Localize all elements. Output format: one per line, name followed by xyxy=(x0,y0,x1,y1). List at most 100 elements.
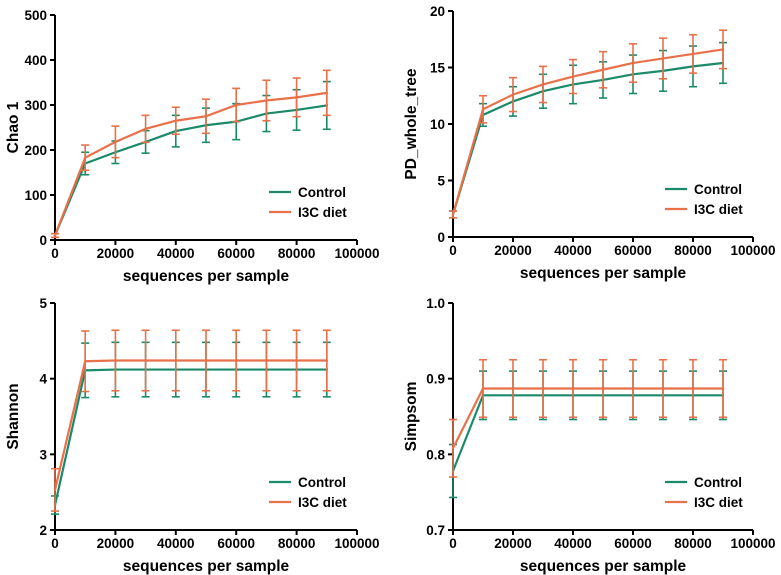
y-axis-label: Shannon xyxy=(5,383,22,449)
y-tick-label: 3 xyxy=(39,447,47,462)
y-tick-label: 5 xyxy=(39,296,47,311)
data-point xyxy=(144,127,147,131)
x-tick-label: 100000 xyxy=(334,536,379,551)
y-tick-label: 300 xyxy=(24,98,47,113)
y-tick-label: 0.8 xyxy=(426,447,445,462)
x-tick-label: 40000 xyxy=(554,243,592,258)
y-tick-label: 1.0 xyxy=(426,296,445,311)
data-point xyxy=(571,387,575,390)
data-point xyxy=(174,359,177,362)
y-tick-label: 0.9 xyxy=(426,372,445,387)
y-tick-label: 200 xyxy=(24,143,47,158)
legend-label: I3C diet xyxy=(298,495,347,510)
y-tick-label: 100 xyxy=(24,188,47,203)
y-tick-label: 15 xyxy=(430,61,446,76)
data-point xyxy=(53,488,57,492)
x-tick-label: 60000 xyxy=(614,243,652,258)
series-i3c-diet xyxy=(51,69,331,239)
data-point xyxy=(174,119,177,122)
x-tick-label: 0 xyxy=(51,246,59,261)
series-control xyxy=(51,341,331,515)
x-axis-label: sequences per sample xyxy=(520,558,687,575)
y-tick-label: 500 xyxy=(24,8,47,23)
chart-panel-pd-whole-tree: 0 20000 40000 60000 80000 100000 0 5 10 15 20 seque… xyxy=(403,4,776,282)
legend-label: Control xyxy=(694,182,742,197)
series-line-control xyxy=(53,368,327,506)
data-point xyxy=(661,387,665,390)
data-point xyxy=(721,48,725,51)
series-i3c-diet xyxy=(449,358,727,478)
series-line-control xyxy=(451,394,723,472)
series-line-i3c-diet xyxy=(452,387,723,449)
data-point xyxy=(265,359,268,362)
legend-label: Control xyxy=(298,475,346,490)
data-point xyxy=(265,99,268,102)
data-point xyxy=(691,387,695,390)
series-control xyxy=(449,41,727,219)
x-tick-label: 80000 xyxy=(278,246,316,261)
x-tick-label: 60000 xyxy=(614,536,652,551)
x-tick-label: 20000 xyxy=(494,243,532,258)
x-tick-label: 40000 xyxy=(157,536,195,551)
x-tick-label: 100000 xyxy=(730,243,775,258)
data-point xyxy=(631,387,635,390)
x-tick-label: 100000 xyxy=(334,246,379,261)
data-point xyxy=(481,108,485,111)
data-point xyxy=(235,103,238,107)
data-point xyxy=(295,96,298,99)
data-point xyxy=(144,359,147,362)
data-point xyxy=(481,387,485,390)
y-tick-label: 20 xyxy=(430,4,445,19)
data-point xyxy=(691,52,695,56)
data-point xyxy=(295,359,298,362)
chart-panel-simpsom: 0 20000 40000 60000 80000 100000 0.7 0.8 0.9 1.0 s… xyxy=(403,296,776,575)
x-tick-label: 100000 xyxy=(730,536,775,551)
y-tick-label: 10 xyxy=(430,117,445,132)
y-tick-label: 0 xyxy=(437,230,445,245)
legend-label: I3C diet xyxy=(694,202,743,217)
y-axis-label: Simpsom xyxy=(403,382,420,452)
x-tick-label: 80000 xyxy=(674,243,712,258)
x-tick-label: 20000 xyxy=(494,536,532,551)
data-point xyxy=(84,156,87,159)
data-point xyxy=(541,83,545,86)
x-tick-label: 40000 xyxy=(157,246,195,261)
series-control xyxy=(51,80,331,239)
x-tick-label: 40000 xyxy=(554,536,592,551)
y-axis-label: Chao 1 xyxy=(5,101,22,153)
x-tick-label: 80000 xyxy=(278,536,316,551)
data-point xyxy=(721,387,725,390)
x-tick-label: 20000 xyxy=(97,536,135,551)
data-point xyxy=(114,140,117,144)
series-line-control xyxy=(451,61,724,215)
x-tick-label: 60000 xyxy=(217,536,255,551)
series-i3c-diet xyxy=(51,329,331,512)
y-tick-label: 5 xyxy=(437,174,445,189)
chart-panel-shannon: 0 20000 40000 60000 80000 100000 2 3 4 5 sequences… xyxy=(5,296,380,575)
y-tick-label: 4 xyxy=(39,372,47,387)
data-point xyxy=(601,68,605,71)
data-point xyxy=(601,387,605,390)
x-axis-label: sequences per sample xyxy=(123,558,290,575)
data-point xyxy=(325,359,328,362)
x-axis-label: sequences per sample xyxy=(123,268,290,285)
series-control xyxy=(449,370,727,499)
series-line-i3c-diet xyxy=(53,359,327,491)
data-point xyxy=(571,75,575,78)
data-point xyxy=(114,359,117,362)
x-tick-label: 0 xyxy=(51,536,59,551)
legend-label: I3C diet xyxy=(694,495,743,510)
y-tick-label: 0 xyxy=(39,233,47,248)
x-tick-label: 20000 xyxy=(97,246,135,261)
x-tick-label: 80000 xyxy=(674,536,712,551)
legend-label: I3C diet xyxy=(298,205,347,220)
x-tick-label: 60000 xyxy=(217,246,255,261)
data-point xyxy=(451,447,455,450)
legend-label: Control xyxy=(298,185,346,200)
y-tick-label: 400 xyxy=(24,53,47,68)
data-point xyxy=(451,213,455,216)
x-tick-label: 0 xyxy=(449,536,457,551)
data-point xyxy=(325,91,328,95)
series-i3c-diet xyxy=(449,29,727,219)
